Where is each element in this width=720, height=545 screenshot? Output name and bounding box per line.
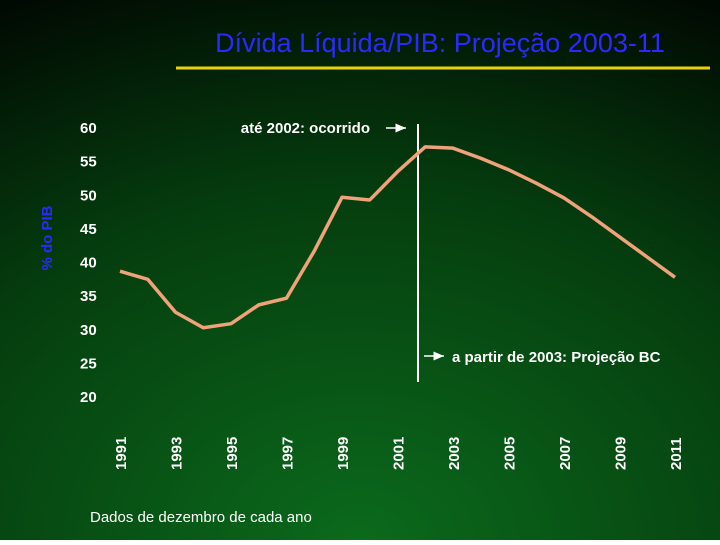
x-tick-label: 2009 xyxy=(613,437,630,470)
annotation: até 2002: ocorrido xyxy=(241,120,370,137)
footnote: Dados de dezembro de cada ano xyxy=(90,509,312,526)
y-tick-label: 55 xyxy=(80,154,97,171)
y-tick-label: 30 xyxy=(80,322,97,339)
y-tick-label: 20 xyxy=(80,389,97,406)
x-tick-label: 1993 xyxy=(169,437,186,470)
y-tick-label: 60 xyxy=(80,120,97,137)
y-tick-label: 25 xyxy=(80,355,97,372)
y-axis-label: % do PIB xyxy=(39,205,56,270)
x-tick-label: 2003 xyxy=(446,437,463,470)
x-tick-label: 1991 xyxy=(113,437,130,470)
x-tick-label: 2011 xyxy=(668,437,685,470)
line xyxy=(119,145,677,330)
y-tick-label: 35 xyxy=(80,288,97,305)
y-tick-label: 40 xyxy=(80,255,97,272)
x-tick-label: 2007 xyxy=(557,437,574,470)
y-tick-label: 50 xyxy=(80,187,97,204)
x-tick-label: 1997 xyxy=(280,437,297,470)
x-tick-label: 1995 xyxy=(224,437,241,470)
annotation: a partir de 2003: Projeção BC xyxy=(452,349,661,366)
x-tick-label: 2005 xyxy=(502,437,519,470)
x-tick-label: 1999 xyxy=(335,437,352,470)
chart-title: Dívida Líquida/PIB: Projeção 2003-11 xyxy=(215,28,665,58)
y-tick-label: 45 xyxy=(80,221,97,238)
x-tick-label: 2001 xyxy=(391,437,408,470)
